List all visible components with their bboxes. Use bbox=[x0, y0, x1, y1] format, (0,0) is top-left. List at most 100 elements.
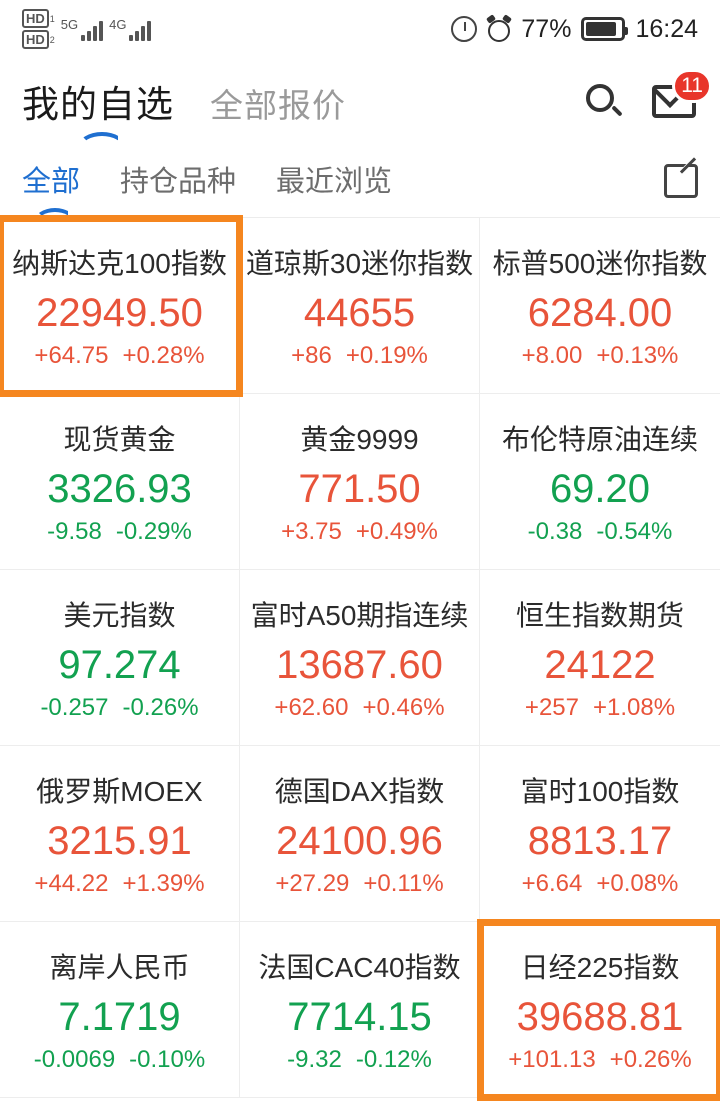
quote-change-abs: +62.60 bbox=[274, 693, 349, 721]
quote-change-row: -9.58 -0.29% bbox=[47, 518, 192, 546]
quote-change-abs: +8.00 bbox=[521, 341, 583, 369]
hd-voice-icons: HD 1 HD 2 bbox=[22, 9, 55, 49]
message-count-badge: 11 bbox=[672, 69, 712, 103]
quote-price: 3215.91 bbox=[47, 818, 192, 863]
page-header: 我的自选 全部报价 11 bbox=[0, 58, 720, 144]
header-titles: 我的自选 全部报价 bbox=[22, 74, 346, 128]
quote-change-row: +101.13 +0.26% bbox=[508, 1046, 692, 1074]
quote-name: 布伦特原油连续 bbox=[501, 423, 698, 455]
quote-cell[interactable]: 黄金9999 771.50 +3.75 +0.49% bbox=[240, 394, 480, 570]
quote-change-row: +257 +1.08% bbox=[525, 694, 675, 722]
quote-change-row: -0.38 -0.54% bbox=[528, 518, 673, 546]
quote-change-row: +44.22 +1.39% bbox=[34, 870, 204, 898]
quote-name: 纳斯达克100指数 bbox=[12, 247, 227, 279]
quote-price: 6284.00 bbox=[527, 290, 673, 335]
quote-change-row: -0.257 -0.26% bbox=[40, 694, 198, 722]
quote-cell[interactable]: 离岸人民币 7.1719 -0.0069 -0.10% bbox=[0, 922, 240, 1098]
quote-change-abs: +257 bbox=[524, 693, 579, 721]
quote-change-row: +8.00 +0.13% bbox=[522, 342, 679, 370]
tab-recent[interactable]: 最近浏览 bbox=[276, 158, 392, 204]
quote-change-pct: +0.08% bbox=[596, 869, 679, 897]
quote-cell[interactable]: 俄罗斯MOEX 3215.91 +44.22 +1.39% bbox=[0, 746, 240, 922]
quote-price: 13687.60 bbox=[276, 642, 443, 687]
quote-name: 日经225指数 bbox=[520, 951, 680, 983]
status-bar-right: 77% 16:24 bbox=[451, 14, 698, 44]
tab-recent-label: 最近浏览 bbox=[276, 165, 393, 198]
quote-price: 7714.15 bbox=[287, 994, 432, 1039]
quote-price: 771.50 bbox=[298, 466, 421, 511]
quote-name: 恒生指数期货 bbox=[515, 599, 684, 631]
quote-cell[interactable]: 道琼斯30迷你指数 44655 +86 +0.19% bbox=[240, 218, 480, 394]
quote-price: 22949.50 bbox=[36, 290, 203, 335]
quote-cell[interactable]: 现货黄金 3326.93 -9.58 -0.29% bbox=[0, 394, 240, 570]
quote-cell[interactable]: 恒生指数期货 24122 +257 +1.08% bbox=[480, 570, 720, 746]
hd1-label: HD bbox=[22, 9, 49, 28]
tab-bar: 全部 持仓品种 最近浏览 bbox=[0, 144, 720, 218]
messages-button[interactable]: 11 bbox=[652, 69, 712, 121]
tab-holdings[interactable]: 持仓品种 bbox=[120, 158, 236, 204]
quote-name: 富时A50期指连续 bbox=[250, 599, 469, 631]
quote-price: 7.1719 bbox=[58, 994, 181, 1039]
network-type-1-label: 5G bbox=[60, 16, 79, 32]
title-active-indicator bbox=[78, 132, 118, 144]
tab-all-label: 全部 bbox=[22, 165, 81, 198]
quote-cell[interactable]: 富时100指数 8813.17 +6.64 +0.08% bbox=[480, 746, 720, 922]
quote-change-pct: +0.46% bbox=[362, 693, 445, 721]
quote-change-abs: -0.38 bbox=[527, 517, 583, 545]
tab-all[interactable]: 全部 bbox=[22, 158, 81, 212]
quote-change-pct: +0.49% bbox=[355, 517, 438, 545]
battery-percent-label: 77% bbox=[521, 14, 572, 43]
quote-change-pct: +0.19% bbox=[345, 341, 428, 369]
quote-change-row: +64.75 +0.28% bbox=[34, 342, 204, 370]
quote-change-abs: -9.32 bbox=[287, 1045, 342, 1073]
edit-icon[interactable] bbox=[664, 163, 698, 198]
tab-holdings-label: 持仓品种 bbox=[120, 165, 237, 198]
quote-cell[interactable]: 美元指数 97.274 -0.257 -0.26% bbox=[0, 570, 240, 746]
quote-name: 标普500迷你指数 bbox=[492, 247, 708, 279]
quote-cell[interactable]: 法国CAC40指数 7714.15 -9.32 -0.12% bbox=[240, 922, 480, 1098]
signal-bars-1-icon bbox=[81, 19, 104, 41]
quote-cell[interactable]: 标普500迷你指数 6284.00 +8.00 +0.13% bbox=[480, 218, 720, 394]
signal-bars-2-icon bbox=[129, 19, 152, 41]
quote-name: 现货黄金 bbox=[63, 423, 176, 455]
quote-name: 离岸人民币 bbox=[49, 951, 190, 983]
search-icon[interactable] bbox=[584, 82, 623, 120]
quote-change-abs: +86 bbox=[291, 341, 332, 369]
quote-change-abs: +44.22 bbox=[34, 869, 109, 897]
quote-price: 44655 bbox=[303, 290, 416, 335]
quote-change-row: +62.60 +0.46% bbox=[274, 694, 444, 722]
battery-icon bbox=[581, 17, 629, 41]
quote-grid: 纳斯达克100指数 22949.50 +64.75 +0.28% 道琼斯30迷你指数 44… bbox=[0, 215, 720, 1101]
quote-name: 富时100指数 bbox=[520, 775, 680, 807]
quote-price: 8813.17 bbox=[527, 818, 673, 863]
header-actions: 11 bbox=[584, 69, 712, 121]
quote-cell[interactable]: 纳斯达克100指数 22949.50 +64.75 +0.28% bbox=[0, 215, 243, 397]
quote-change-row: +3.75 +0.49% bbox=[281, 518, 438, 546]
quote-price: 24100.96 bbox=[276, 818, 443, 863]
quote-price: 39688.81 bbox=[516, 994, 684, 1039]
quote-change-pct: -0.54% bbox=[596, 517, 673, 545]
quote-name: 黄金9999 bbox=[300, 423, 419, 455]
title-my-watchlist[interactable]: 我的自选 bbox=[22, 74, 174, 128]
quote-price: 3326.93 bbox=[47, 466, 192, 511]
quote-change-abs: +3.75 bbox=[281, 517, 342, 545]
quote-change-abs: +27.29 bbox=[275, 869, 350, 897]
quote-change-row: -0.0069 -0.10% bbox=[34, 1046, 205, 1074]
status-bar: HD 1 HD 2 5G 4G 77% 16:24 bbox=[0, 0, 720, 58]
tab-active-indicator bbox=[34, 207, 68, 218]
quote-change-pct: -0.29% bbox=[115, 517, 192, 545]
quote-change-pct: -0.26% bbox=[122, 693, 199, 721]
quote-price: 24122 bbox=[544, 642, 656, 687]
quote-price: 97.274 bbox=[58, 642, 181, 687]
quote-change-abs: -0.0069 bbox=[33, 1045, 116, 1073]
quote-change-abs: +101.13 bbox=[508, 1045, 596, 1073]
quote-cell[interactable]: 布伦特原油连续 69.20 -0.38 -0.54% bbox=[480, 394, 720, 570]
quote-name: 美元指数 bbox=[63, 599, 176, 631]
quote-cell[interactable]: 富时A50期指连续 13687.60 +62.60 +0.46% bbox=[240, 570, 480, 746]
quote-change-pct: +1.08% bbox=[592, 693, 676, 721]
quote-cell[interactable]: 日经225指数 39688.81 +101.13 +0.26% bbox=[477, 919, 720, 1101]
quote-change-row: +27.29 +0.11% bbox=[275, 870, 443, 898]
quote-cell[interactable]: 德国DAX指数 24100.96 +27.29 +0.11% bbox=[240, 746, 480, 922]
title-all-quotes[interactable]: 全部报价 bbox=[210, 87, 346, 124]
quote-change-abs: -0.257 bbox=[40, 693, 109, 721]
